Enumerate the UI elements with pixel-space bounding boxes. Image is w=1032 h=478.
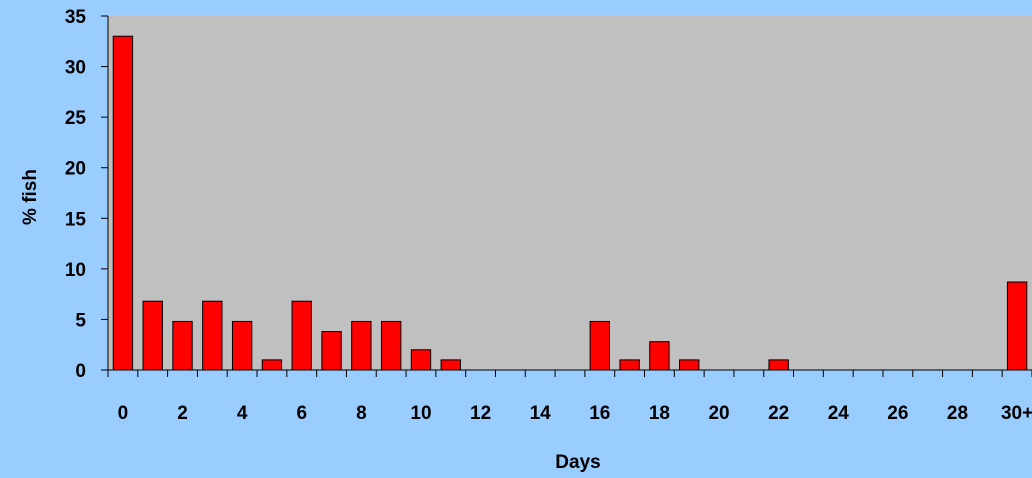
y-tick-label: 20 [65,159,86,180]
x-tick-label: 12 [470,403,491,424]
bar-day-5 [261,359,283,371]
x-tick-label: 4 [237,403,248,424]
x-tick-label: 14 [530,403,552,424]
x-tick-label: 28 [947,403,968,424]
y-tick-label: 15 [65,209,87,230]
y-axis-title: % fish [20,169,41,225]
bar-day-4 [231,320,253,371]
bar-day-30+ [1006,281,1028,371]
x-tick-label: 8 [356,403,367,424]
x-tick-label: 16 [589,403,610,424]
y-tick-label: 5 [75,310,86,331]
bar-day-7 [321,331,342,371]
bar-day-1 [142,300,163,371]
bar-day-8 [351,320,372,371]
x-tick-label: 26 [887,403,908,424]
x-tick-label: 18 [649,403,670,424]
bar-day-16 [589,320,610,371]
y-axis-ticks: 0 5 10 15 20 25 30 35 [65,7,108,382]
bar-day-11 [440,359,461,371]
bar-day-0 [112,35,134,371]
y-tick-label: 25 [65,108,87,129]
plot-area [108,16,1032,370]
bar-day-2 [172,320,193,371]
bar-day-6 [291,300,312,371]
y-tick-label: 0 [75,361,86,382]
x-tick-label: 2 [177,403,188,424]
x-tick-label: 0 [118,403,129,424]
bars-group [112,35,1028,371]
x-tick-label: 30+ [1001,403,1032,424]
bar-day-10 [410,349,432,371]
bar-day-19 [679,359,700,371]
y-tick-label: 30 [65,58,86,79]
bar-day-18 [649,341,670,371]
bar-day-22 [768,359,789,371]
x-tick-label: 20 [708,403,729,424]
x-tick-label: 6 [296,403,307,424]
x-tick-label: 22 [768,403,789,424]
y-tick-label: 10 [65,260,86,281]
x-axis-ticks: 0 2 4 6 8 10 12 14 16 18 20 22 24 26 28 30+ [107,370,1032,424]
bar-day-17 [619,359,640,371]
x-axis-title: Days [555,452,600,473]
bar-day-3 [202,300,223,371]
bar-day-9 [380,320,402,371]
x-tick-label: 10 [410,403,431,424]
x-tick-label: 24 [828,403,850,424]
y-tick-label: 35 [65,7,87,28]
